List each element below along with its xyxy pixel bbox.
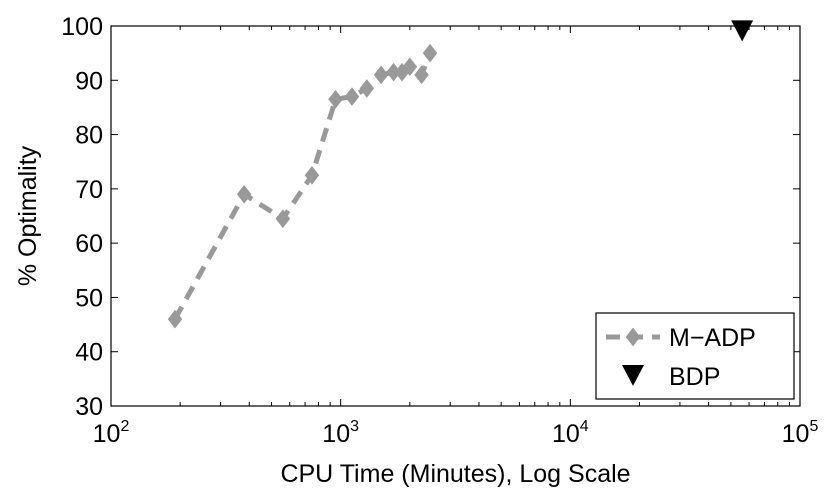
madp-point: [422, 43, 438, 63]
legend-madp-label: M−ADP: [669, 324, 756, 352]
legend-bdp-label: BDP: [669, 363, 720, 391]
y-tick-label: 50: [75, 284, 103, 312]
madp-point: [359, 79, 375, 98]
y-tick-label: 100: [61, 13, 103, 41]
y-tick-label: 80: [75, 122, 103, 150]
madp-point: [373, 65, 389, 85]
legend-box: [595, 312, 795, 400]
y-tick-label: 40: [75, 339, 103, 367]
legend-bdp-marker: [622, 365, 644, 386]
plot-marks: [167, 20, 754, 329]
madp-point: [275, 209, 291, 229]
madp-point: [402, 57, 418, 77]
x-axis-label: CPU Time (Minutes), Log Scale: [280, 460, 630, 488]
x-tick-label: 102: [93, 418, 130, 448]
ticks: [110, 25, 801, 407]
x-tick-label: 103: [322, 418, 359, 448]
madp-point: [304, 165, 320, 185]
y-tick-label: 90: [75, 67, 103, 95]
madp-point: [167, 309, 183, 329]
x-tick-label: 105: [782, 418, 819, 448]
bdp-point: [731, 20, 754, 42]
madp-point: [236, 184, 252, 204]
x-tick-label: 104: [552, 418, 589, 448]
y-axis-label: % Optimality: [14, 145, 42, 286]
legend-madp-marker: [625, 327, 641, 347]
madp-point: [328, 89, 343, 109]
legend: M−ADP BDP: [595, 312, 795, 400]
y-tick-label: 60: [75, 230, 103, 258]
y-tick-label: 70: [75, 176, 103, 204]
madp-point: [414, 65, 429, 85]
madp-point: [344, 87, 360, 106]
tick-labels: 30 40 50 60 70 80 90 100 102 103 104 105: [61, 13, 818, 448]
y-tick-label: 30: [75, 393, 103, 421]
